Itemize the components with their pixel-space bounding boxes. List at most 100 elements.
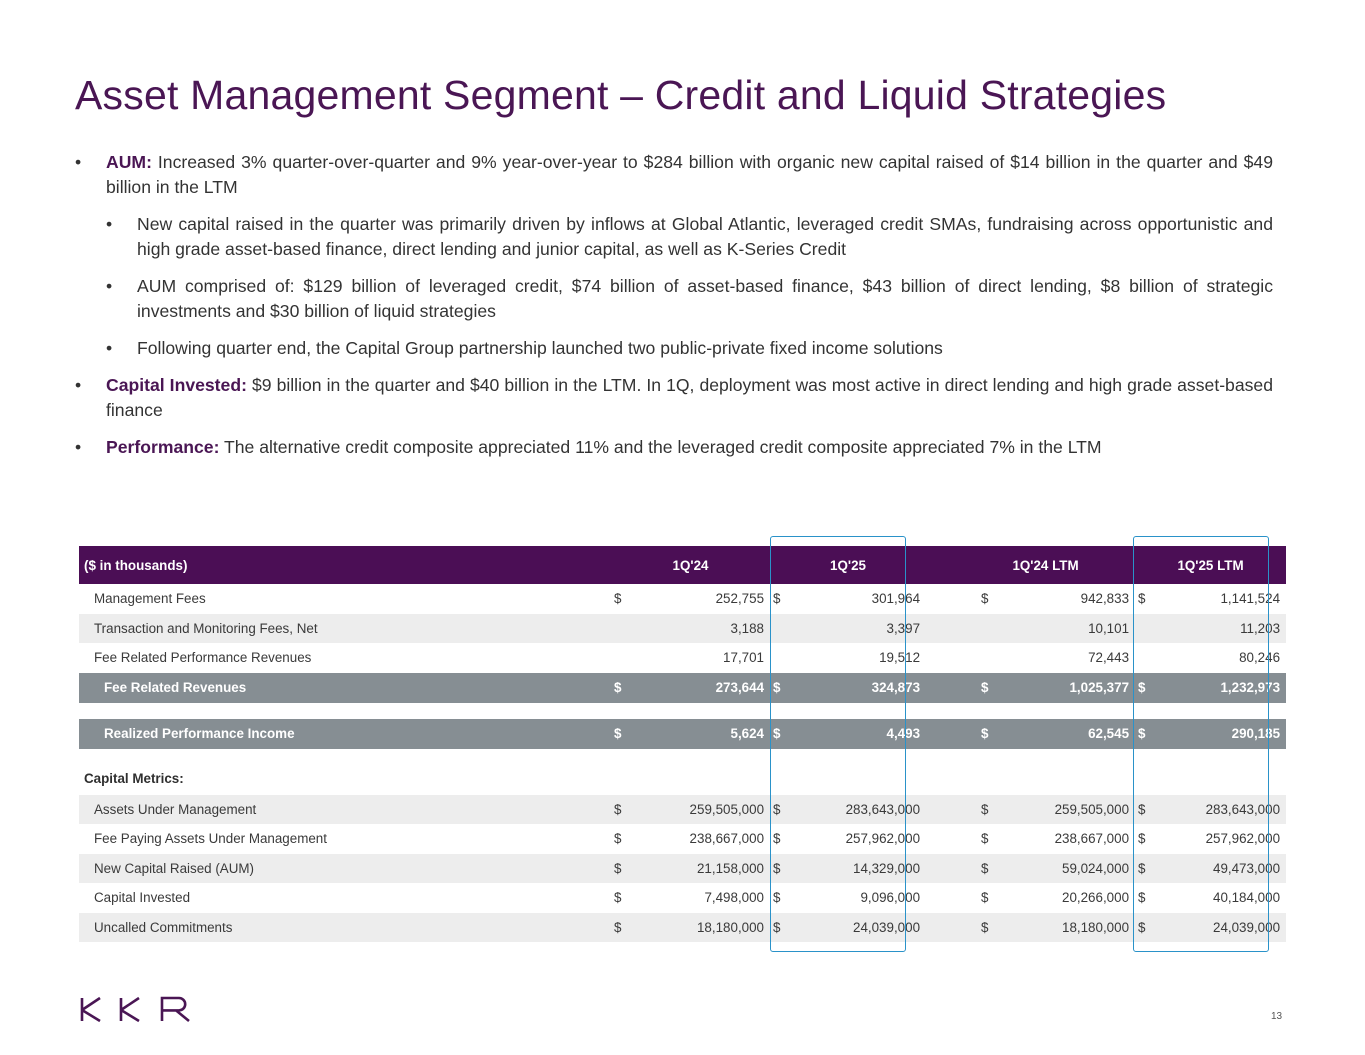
currency-symbol: $ — [773, 831, 781, 847]
cell-value: 7,498,000 — [704, 890, 765, 906]
sub-bullet: • Following quarter end, the Capital Grou… — [75, 336, 1273, 361]
currency-symbol: $ — [614, 831, 622, 847]
currency-symbol: $ — [981, 591, 989, 607]
financial-table: ($ in thousands) 1Q'24 1Q'25 1Q'24 LTM 1… — [79, 546, 1287, 942]
table-header: ($ in thousands) 1Q'24 1Q'25 1Q'24 LTM 1… — [79, 546, 1287, 584]
cell-value: 257,962,000 — [1205, 831, 1281, 847]
cell-value: 1,141,524 — [1220, 591, 1281, 607]
currency-symbol: $ — [611, 794, 633, 824]
bullet-performance: • Performance: The alternative credit com… — [75, 435, 1273, 460]
currency-symbol: $ — [1135, 853, 1158, 883]
currency-symbol: $ — [1135, 912, 1158, 942]
cell-value: 40,184,000 — [1213, 890, 1281, 906]
currency-symbol: $ — [1135, 794, 1158, 824]
page-title: Asset Management Segment – Credit and Li… — [75, 72, 1167, 118]
bullet-dot: • — [75, 152, 82, 172]
bullet-dot: • — [106, 276, 113, 296]
table-row: Transaction and Monitoring Fees, Net 3,18… — [79, 613, 1287, 643]
bullet-aum: • AUM: Increased 3% quarter-over-quarter … — [75, 150, 1273, 200]
currency-symbol — [611, 613, 633, 643]
cell-value: 59,024,000 — [998, 853, 1136, 883]
currency-symbol: $ — [1138, 831, 1146, 847]
table-row: Capital Invested $7,498,000 $9,096,000 $20,… — [79, 883, 1286, 913]
cell-value: 20,266,000 — [1062, 890, 1130, 906]
cell-value: 3,188 — [633, 613, 771, 643]
spacer-cell — [79, 703, 1286, 719]
currency-symbol: $ — [926, 912, 999, 942]
row-label: Management Fees — [94, 591, 206, 607]
currency-symbol: $ — [1135, 718, 1158, 749]
currency-symbol — [1135, 643, 1157, 673]
row-label: Fee Related Performance Revenues — [94, 650, 312, 666]
table-row: Uncalled Commitments $18,180,000 $24,039,0… — [79, 912, 1287, 942]
cell-value: 252,755 — [715, 591, 765, 607]
bullet-capital-invested: • Capital Invested: $9 billion in the qua… — [75, 373, 1273, 423]
currency-symbol: $ — [614, 591, 622, 607]
cell-value: 80,246 — [1239, 650, 1281, 666]
cell-value: 290,185 — [1157, 718, 1287, 749]
cell-value: 72,443 — [1088, 650, 1130, 666]
row-label: Assets Under Management — [79, 794, 611, 824]
cell-value: 19,512 — [879, 650, 921, 666]
currency-symbol — [770, 613, 793, 643]
table-row: Realized Performance Income $5,624 $4,493 $… — [79, 718, 1287, 749]
cell-value: 259,505,000 — [633, 794, 771, 824]
cell-value: 238,667,000 — [689, 831, 765, 847]
row-label: New Capital Raised (AUM) — [79, 853, 611, 883]
table-row: Fee Related Performance Revenues 17,701 19… — [79, 643, 1286, 673]
cell-value: 18,180,000 — [998, 912, 1136, 942]
currency-symbol: $ — [770, 853, 793, 883]
currency-symbol: $ — [926, 794, 999, 824]
currency-symbol: $ — [1138, 591, 1146, 607]
spacer-row — [79, 703, 1286, 719]
sub-bullet: • AUM comprised of: $129 billion of lever… — [75, 274, 1273, 324]
cell-value: 238,667,000 — [1054, 831, 1130, 847]
page-number: 13 — [1271, 1011, 1283, 1022]
kkr-logo — [79, 996, 195, 1029]
cell-value: 18,180,000 — [633, 912, 771, 942]
cell-value: 10,101 — [998, 613, 1136, 643]
row-label: Realized Performance Income — [79, 718, 611, 749]
currency-symbol — [770, 643, 792, 673]
bullet-dot: • — [106, 214, 113, 234]
cell-value: 24,039,000 — [1157, 912, 1287, 942]
currency-symbol: $ — [770, 912, 793, 942]
summary-bullets: • AUM: Increased 3% quarter-over-quarter … — [75, 150, 1273, 460]
section-header: Capital Metrics: — [84, 770, 184, 786]
row-label: Capital Invested — [94, 890, 191, 906]
bullet-dot: • — [75, 437, 82, 457]
cell-value: 1,232,973 — [1157, 672, 1287, 703]
currency-symbol: $ — [981, 831, 989, 847]
column-header: 1Q'25 — [770, 546, 927, 584]
currency-symbol: $ — [773, 890, 781, 906]
bullet-lead: AUM: — [106, 152, 152, 172]
currency-symbol: $ — [1138, 890, 1146, 906]
currency-symbol: $ — [611, 853, 633, 883]
row-label: Uncalled Commitments — [79, 912, 611, 942]
currency-symbol — [1135, 613, 1158, 643]
cell-value: 24,039,000 — [792, 912, 927, 942]
spacer-cell — [79, 749, 1286, 762]
cell-value: 17,701 — [723, 650, 765, 666]
currency-symbol: $ — [770, 794, 793, 824]
bullet-text: $9 billion in the quarter and $40 billio… — [106, 375, 1273, 420]
bullet-text: New capital raised in the quarter was pr… — [137, 214, 1273, 259]
bullet-lead: Capital Invested: — [106, 375, 247, 395]
table-row: Fee Paying Assets Under Management $238,6… — [79, 824, 1286, 854]
currency-symbol: $ — [926, 853, 999, 883]
bullet-text: Following quarter end, the Capital Group… — [137, 338, 943, 358]
cell-value: 4,493 — [792, 718, 927, 749]
cell-value: 9,096,000 — [860, 890, 921, 906]
row-label: Fee Paying Assets Under Management — [94, 831, 327, 847]
spacer-row — [79, 749, 1286, 762]
cell-value: 301,964 — [871, 591, 921, 607]
table-row: New Capital Raised (AUM) $21,158,000 $14,3… — [79, 853, 1287, 883]
cell-value: 259,505,000 — [998, 794, 1136, 824]
column-header: 1Q'25 LTM — [1135, 546, 1287, 584]
currency-symbol: $ — [773, 591, 781, 607]
cell-value: 1,025,377 — [998, 672, 1136, 703]
row-label: Transaction and Monitoring Fees, Net — [79, 613, 611, 643]
column-header: 1Q'24 LTM — [926, 546, 1136, 584]
cell-value: 21,158,000 — [633, 853, 771, 883]
currency-symbol — [926, 613, 999, 643]
